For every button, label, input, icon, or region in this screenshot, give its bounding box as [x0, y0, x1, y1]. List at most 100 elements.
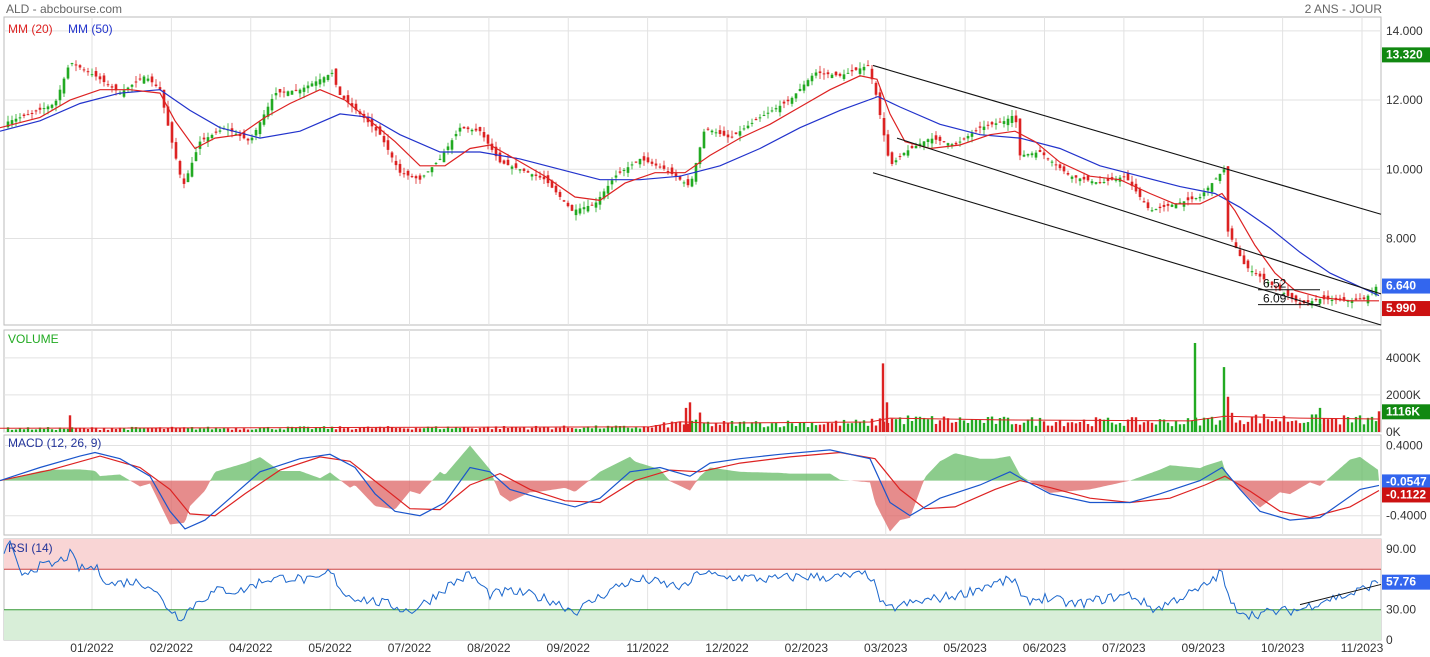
candle	[718, 130, 722, 134]
candle	[1042, 152, 1046, 156]
price-tag	[1382, 47, 1430, 63]
volume-bar	[110, 428, 114, 432]
candle	[982, 126, 986, 131]
volume-bar	[526, 429, 530, 432]
candle	[774, 108, 778, 110]
price-tag-label: 6.640	[1386, 279, 1416, 293]
candle	[850, 70, 854, 72]
volume-bar	[130, 426, 134, 432]
candle	[82, 69, 86, 71]
volume-bar	[858, 421, 862, 432]
candle	[1142, 201, 1146, 203]
candle	[754, 118, 758, 121]
volume-bar	[294, 427, 298, 432]
volume-bar	[1282, 415, 1286, 432]
volume-bar	[1150, 422, 1154, 432]
volume-bar	[290, 426, 294, 432]
volume-bar	[78, 427, 82, 432]
candle	[606, 185, 610, 194]
volume-bar	[726, 422, 730, 432]
candle	[554, 185, 558, 193]
legend-mm20: MM (20)	[8, 22, 53, 36]
volume-bar	[738, 421, 742, 432]
volume-bar	[802, 422, 806, 432]
volume-bar	[606, 425, 610, 432]
candle	[930, 138, 934, 144]
x-tick-label: 09/2022	[547, 641, 591, 655]
volume-bar	[1126, 419, 1130, 432]
candle	[494, 146, 498, 157]
volume-bar	[814, 425, 818, 432]
candle	[314, 81, 318, 86]
volume-bar	[154, 427, 158, 432]
candle	[898, 156, 902, 158]
volume-bar	[1338, 424, 1342, 432]
volume-bar	[250, 429, 254, 432]
volume-bar	[38, 427, 42, 432]
candle	[822, 73, 826, 75]
volume-bar	[850, 423, 854, 432]
volume-bar	[1314, 414, 1318, 432]
volume-bar	[1278, 421, 1282, 432]
volume-bar	[942, 416, 946, 432]
candle	[350, 103, 354, 107]
volume-bar	[162, 428, 166, 432]
volume-bar	[718, 424, 722, 432]
candle	[534, 174, 538, 176]
volume-bar	[1026, 419, 1030, 432]
volume-bar	[182, 427, 186, 432]
price-tag	[1382, 301, 1430, 317]
volume-bar	[418, 428, 422, 432]
mm50-line	[0, 89, 1380, 297]
volume-bar	[58, 427, 62, 432]
volume-bar	[174, 427, 178, 432]
volume-bar	[258, 427, 262, 432]
volume-bar	[1006, 417, 1010, 432]
candle	[838, 73, 842, 76]
candle	[810, 75, 814, 82]
candle	[70, 63, 74, 65]
volume-bar	[194, 429, 198, 432]
volume-bar	[330, 426, 334, 432]
candle	[546, 175, 550, 184]
candle	[174, 142, 178, 159]
volume-bar	[1166, 422, 1170, 432]
volume-bar	[522, 427, 526, 432]
candle	[106, 84, 110, 86]
x-tick-label: 08/2022	[467, 641, 511, 655]
volume-bar	[1270, 421, 1274, 432]
chart-period[interactable]: 2 ANS - JOUR	[1304, 2, 1382, 16]
volume-bar	[770, 423, 774, 432]
candle	[1022, 154, 1026, 157]
candle	[866, 65, 870, 67]
candle	[1094, 182, 1098, 184]
volume-bar	[1174, 421, 1178, 432]
candle	[1086, 175, 1090, 181]
volume-bar	[806, 427, 810, 432]
candle	[342, 95, 346, 99]
y-tick-label: 10.000	[1386, 162, 1423, 176]
volume-bar	[862, 420, 866, 432]
candle	[1198, 196, 1202, 199]
volume-bar	[794, 426, 798, 432]
candle	[1002, 121, 1006, 124]
volume-bar	[766, 426, 770, 432]
candle	[626, 167, 630, 173]
volume-bar	[946, 418, 950, 432]
volume-bar	[178, 427, 182, 432]
volume-bar	[1302, 422, 1306, 432]
volume-bar	[654, 424, 658, 432]
volume-bar	[730, 420, 734, 432]
volume-bar	[134, 427, 138, 432]
volume-tag	[1382, 404, 1430, 420]
candle	[394, 160, 398, 166]
candle	[1226, 166, 1230, 232]
volume-bar	[914, 416, 918, 432]
volume-bar	[10, 429, 14, 432]
volume-bar	[262, 427, 266, 432]
candle	[586, 205, 590, 212]
volume-bar	[686, 423, 690, 432]
volume-bar	[1230, 412, 1234, 432]
candle	[230, 128, 234, 132]
